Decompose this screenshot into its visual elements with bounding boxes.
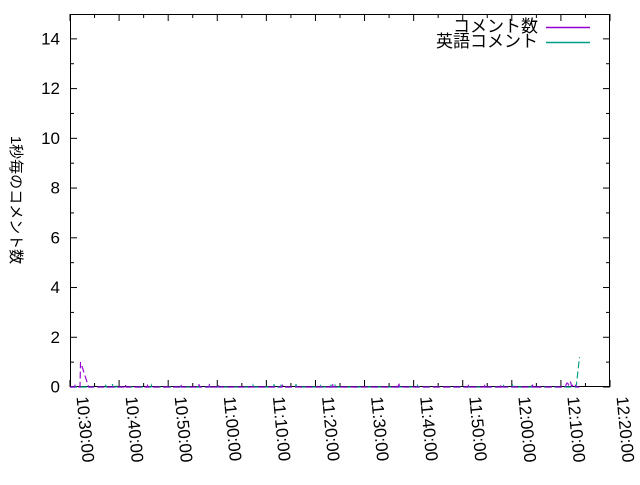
svg-text:6: 6	[51, 228, 60, 247]
svg-text:12: 12	[41, 79, 60, 98]
svg-text:12:20:00: 12:20:00	[613, 396, 638, 464]
svg-text:11:00:00: 11:00:00	[220, 396, 245, 462]
svg-text:11:20:00: 11:20:00	[318, 396, 343, 462]
svg-text:12:10:00: 12:10:00	[563, 396, 588, 464]
svg-text:英語コメント: 英語コメント	[436, 32, 538, 51]
svg-text:11:10:00: 11:10:00	[269, 396, 294, 462]
svg-text:10:30:00: 10:30:00	[73, 396, 98, 464]
svg-text:11:50:00: 11:50:00	[465, 396, 490, 462]
svg-text:2: 2	[51, 328, 60, 347]
svg-text:4: 4	[51, 278, 60, 297]
svg-text:1秒毎のコメント数: 1秒毎のコメント数	[7, 136, 24, 264]
svg-text:10:40:00: 10:40:00	[122, 396, 147, 464]
svg-text:0: 0	[51, 378, 60, 397]
svg-text:11:40:00: 11:40:00	[416, 396, 441, 462]
svg-text:10: 10	[41, 129, 60, 148]
svg-text:14: 14	[41, 29, 60, 48]
svg-text:10:50:00: 10:50:00	[171, 396, 196, 464]
svg-text:8: 8	[51, 179, 60, 198]
svg-text:11:30:00: 11:30:00	[367, 396, 392, 462]
svg-text:12:00:00: 12:00:00	[514, 396, 539, 464]
